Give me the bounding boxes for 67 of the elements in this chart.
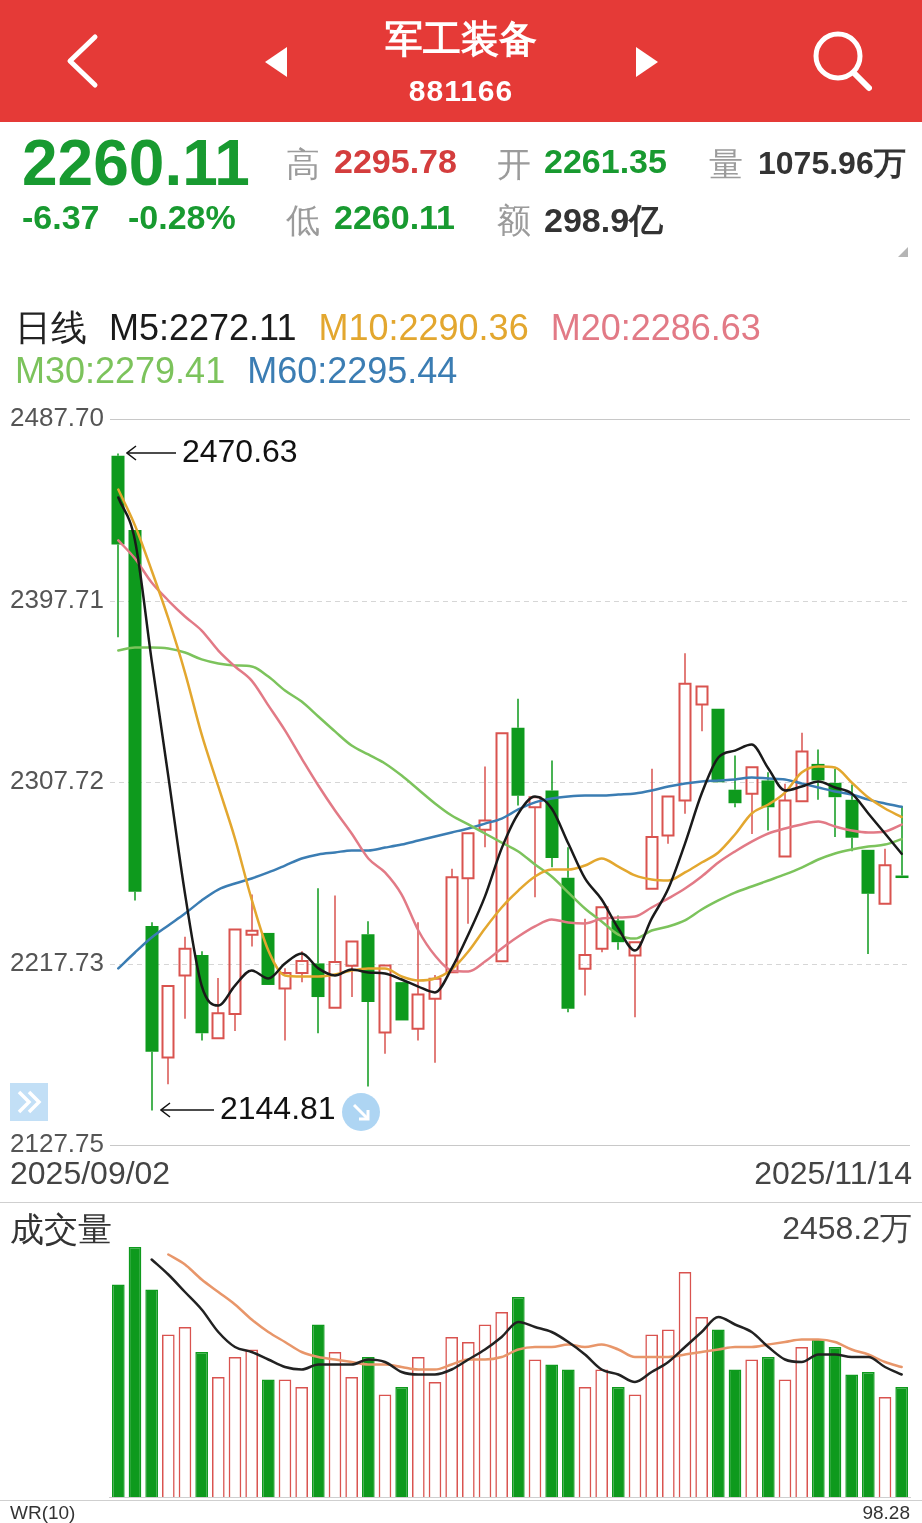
- candlestick: [528, 796, 542, 898]
- text: -6.37: [22, 198, 100, 237]
- candlestick: [411, 921, 425, 1042]
- candlestick: [678, 652, 692, 815]
- candlestick: [161, 984, 175, 1085]
- candlestick: [211, 977, 225, 1040]
- text: WR(10): [10, 1502, 76, 1523]
- candlestick: [578, 918, 592, 997]
- text: 军工装备: [385, 17, 537, 62]
- candlestick: [345, 940, 359, 998]
- y-tick-label: 2307.72: [10, 765, 104, 796]
- y-tick-label: 2397.71: [10, 583, 104, 614]
- candlestick: [428, 974, 442, 1064]
- candlestick: [645, 767, 659, 890]
- text: 2025/11/14: [754, 1155, 912, 1192]
- candlestick: [445, 868, 459, 974]
- candlestick: [861, 849, 875, 955]
- text: 量: [709, 144, 743, 185]
- candlestick: [728, 754, 742, 809]
- text: 2260.11: [22, 126, 250, 200]
- text: -0.28%: [128, 198, 236, 237]
- text: M60:2295.44: [247, 349, 458, 392]
- text: M10:2290.36: [318, 306, 529, 349]
- annotation: 2144.81: [219, 1089, 336, 1126]
- text: 高: [286, 144, 320, 185]
- candlestick: [761, 771, 775, 832]
- candlestick: [878, 848, 892, 905]
- candlestick: [628, 941, 642, 1018]
- text: 98.28: [862, 1502, 910, 1523]
- candlestick: [278, 967, 292, 1042]
- candlestick: [178, 936, 192, 1020]
- text: M20:2286.63: [550, 306, 761, 349]
- text: 2261.35: [544, 142, 667, 181]
- candlestick: [795, 732, 809, 803]
- candlestick: [245, 893, 259, 948]
- text: 开: [497, 144, 531, 185]
- text: 2458.2万: [782, 1209, 912, 1248]
- candlestick: [378, 964, 392, 1055]
- candlestick: [361, 920, 375, 1088]
- candlestick: [461, 832, 475, 925]
- text: 298.9亿: [544, 200, 664, 241]
- annotation: 2470.63: [181, 432, 298, 469]
- text: 881166: [408, 74, 514, 108]
- candlestick: [661, 795, 675, 845]
- candlestick: [295, 950, 309, 983]
- candlestick: [478, 765, 492, 848]
- candlestick: [745, 766, 759, 835]
- text: 2295.78: [334, 142, 457, 181]
- text: 低: [286, 200, 320, 241]
- text: 1075.96万: [758, 144, 906, 183]
- candlestick: [511, 698, 525, 807]
- candlestick: [695, 685, 709, 732]
- candlestick: [145, 921, 159, 1112]
- text: 额: [497, 200, 531, 241]
- y-tick-label: 2487.70: [10, 402, 104, 433]
- text: 2260.11: [334, 198, 456, 237]
- legend-title: 日线: [15, 306, 87, 349]
- y-tick-label: 2217.73: [10, 946, 104, 977]
- candlestick: [561, 846, 575, 1013]
- text: M5:2272.11: [109, 306, 297, 349]
- candlestick: [328, 894, 342, 1009]
- candlestick: [111, 452, 125, 638]
- text: M30:2279.41: [15, 349, 226, 392]
- candlestick: [228, 928, 242, 1032]
- line-series: [117, 776, 903, 970]
- candlestick: [128, 529, 142, 902]
- chart-title: 成交量: [10, 1209, 112, 1250]
